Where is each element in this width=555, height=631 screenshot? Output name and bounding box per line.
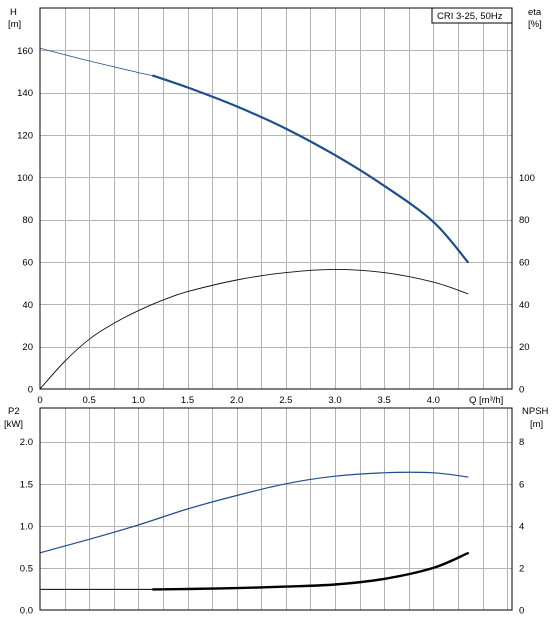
y-left-tick-label: 20 (22, 342, 33, 353)
top-right-axis-title: eta (528, 7, 542, 18)
y-left-tick-label: 140 (17, 88, 33, 99)
p2-tick-label: 1.5 (20, 479, 33, 490)
y-left-tick-label: 120 (17, 131, 33, 142)
npsh-curve (151, 552, 469, 591)
y-left-tick-label: 40 (22, 300, 33, 311)
x-tick-label: 3.0 (328, 395, 341, 406)
bottom-left-axis-unit: [kW] (4, 419, 23, 430)
npsh-tick-label: 4 (519, 521, 524, 532)
top-left-axis-title: H (10, 7, 17, 18)
head-curve-extension (39, 47, 154, 77)
x-tick-label: 1.0 (132, 395, 145, 406)
p2-tick-label: 1.0 (20, 521, 33, 532)
y-left-tick-label: 80 (22, 215, 33, 226)
p2-tick-label: 0.5 (20, 563, 33, 574)
y-right-tick-label: 60 (519, 258, 530, 269)
bottom-left-axis-title: P2 (8, 406, 20, 417)
y-left-tick-label: 60 (22, 258, 33, 269)
y-right-tick-label: 80 (519, 215, 530, 226)
legend-box-label: CRI 3-25, 50Hz (437, 11, 503, 22)
x-axis-label: Q [m³/h] (469, 395, 503, 406)
head-curve (152, 74, 469, 264)
y-right-tick-label: 100 (519, 173, 535, 184)
x-tick-label: 0.5 (83, 395, 96, 406)
npsh-tick-label: 2 (519, 563, 524, 574)
y-left-tick-label: 0 (28, 385, 33, 396)
top-right-axis-unit: [%] (528, 19, 542, 30)
x-tick-label: 0 (37, 395, 42, 406)
bottom-plot-frame (39, 407, 513, 611)
power-curve (39, 471, 469, 554)
y-right-tick-label: 20 (519, 342, 530, 353)
p2-tick-label: 2.0 (20, 437, 33, 448)
y-right-tick-label: 0 (519, 385, 524, 396)
p2-tick-label: 0.0 (20, 606, 33, 617)
bottom-right-axis-unit: [m] (530, 419, 543, 430)
bottom-right-axis-title: NPSH (522, 406, 549, 417)
x-tick-label: 1.5 (181, 395, 194, 406)
efficiency-curve (39, 268, 469, 390)
x-tick-label: 4.0 (427, 395, 440, 406)
top-left-axis-unit: [m] (8, 19, 21, 30)
top-plot-frame (39, 7, 513, 390)
x-tick-label: 3.5 (378, 395, 391, 406)
npsh-tick-label: 0 (519, 606, 524, 617)
x-tick-label: 2.5 (279, 395, 292, 406)
npsh-tick-label: 6 (519, 479, 524, 490)
y-left-tick-label: 100 (17, 173, 33, 184)
npsh-tick-label: 8 (519, 437, 524, 448)
x-tick-label: 2.0 (230, 395, 243, 406)
y-left-tick-label: 160 (17, 46, 33, 57)
y-right-tick-label: 40 (519, 300, 530, 311)
